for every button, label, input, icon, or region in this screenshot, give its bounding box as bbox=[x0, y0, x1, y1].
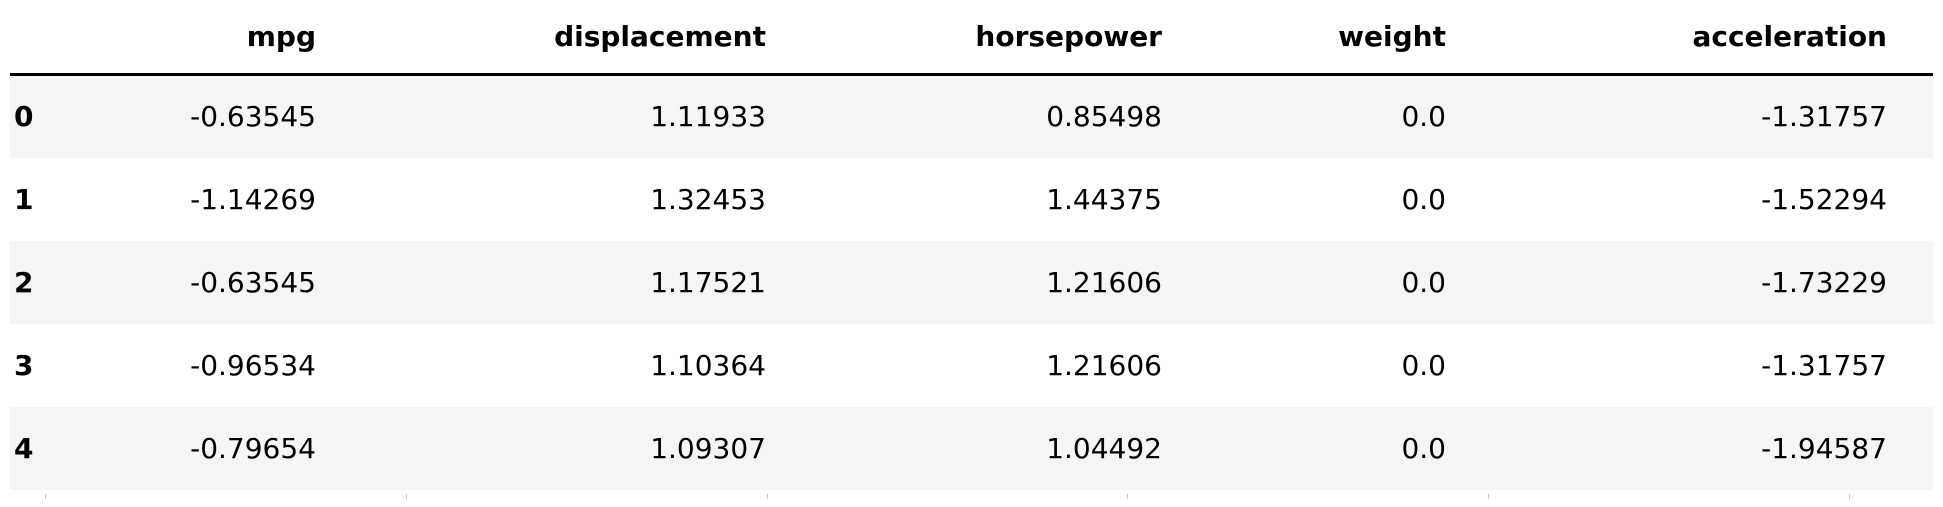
row-index: 1 bbox=[14, 182, 34, 216]
column-header-acceleration: acceleration bbox=[1492, 0, 1933, 76]
table-body: 0 -0.63545 1.11933 0.85498 0.0 -1.31757 … bbox=[10, 74, 1933, 490]
dataframe-container: mpg displacement horsepower weight accel… bbox=[10, 0, 1933, 490]
cell-weight: 0.0 bbox=[1401, 265, 1446, 299]
cell-displacement: 1.17521 bbox=[650, 265, 766, 299]
tick-mark bbox=[45, 494, 46, 499]
cell-horsepower: 1.44375 bbox=[1046, 182, 1162, 216]
bottom-tick-marks bbox=[0, 494, 1943, 507]
table-row: 2 -0.63545 1.17521 1.21606 0.0 -1.73229 bbox=[10, 240, 1933, 324]
cell-mpg: -1.14269 bbox=[190, 182, 316, 216]
column-header-horsepower: horsepower bbox=[812, 0, 1208, 76]
column-header-weight: weight bbox=[1208, 0, 1492, 76]
cell-mpg: -0.79654 bbox=[190, 431, 316, 465]
cell-acceleration: -1.31757 bbox=[1761, 100, 1887, 134]
tick-mark bbox=[406, 494, 407, 499]
cell-mpg: -0.63545 bbox=[190, 100, 316, 134]
table-row: 0 -0.63545 1.11933 0.85498 0.0 -1.31757 bbox=[10, 74, 1933, 158]
dataframe-table: mpg displacement horsepower weight accel… bbox=[10, 0, 1933, 490]
column-header-displacement: displacement bbox=[362, 0, 812, 76]
cell-mpg: -0.63545 bbox=[190, 265, 316, 299]
cell-horsepower: 0.85498 bbox=[1046, 100, 1162, 134]
table-row: 3 -0.96534 1.10364 1.21606 0.0 -1.31757 bbox=[10, 323, 1933, 407]
header-row: mpg displacement horsepower weight accel… bbox=[10, 0, 1933, 76]
index-header-corner bbox=[10, 0, 50, 76]
row-index: 0 bbox=[14, 100, 34, 134]
cell-displacement: 1.10364 bbox=[650, 348, 766, 382]
row-index: 4 bbox=[14, 431, 34, 465]
tick-mark bbox=[1849, 494, 1850, 499]
cell-acceleration: -1.31757 bbox=[1761, 348, 1887, 382]
cell-displacement: 1.32453 bbox=[650, 182, 766, 216]
table-row: 4 -0.79654 1.09307 1.04492 0.0 -1.94587 bbox=[10, 406, 1933, 490]
table-header: mpg displacement horsepower weight accel… bbox=[10, 0, 1933, 76]
cell-horsepower: 1.21606 bbox=[1046, 265, 1162, 299]
cell-displacement: 1.11933 bbox=[650, 100, 766, 134]
cell-acceleration: -1.52294 bbox=[1761, 182, 1887, 216]
cell-weight: 0.0 bbox=[1401, 100, 1446, 134]
cell-weight: 0.0 bbox=[1401, 182, 1446, 216]
tick-mark bbox=[1488, 494, 1489, 499]
column-header-mpg: mpg bbox=[50, 0, 362, 76]
cell-acceleration: -1.73229 bbox=[1761, 265, 1887, 299]
cell-weight: 0.0 bbox=[1401, 348, 1446, 382]
cell-weight: 0.0 bbox=[1401, 431, 1446, 465]
cell-acceleration: -1.94587 bbox=[1761, 431, 1887, 465]
tick-mark bbox=[767, 494, 768, 499]
cell-horsepower: 1.21606 bbox=[1046, 348, 1162, 382]
row-index: 2 bbox=[14, 265, 34, 299]
table-row: 1 -1.14269 1.32453 1.44375 0.0 -1.52294 bbox=[10, 157, 1933, 241]
row-index: 3 bbox=[14, 348, 34, 382]
cell-displacement: 1.09307 bbox=[650, 431, 766, 465]
cell-mpg: -0.96534 bbox=[190, 348, 316, 382]
tick-mark bbox=[1127, 494, 1128, 499]
cell-horsepower: 1.04492 bbox=[1046, 431, 1162, 465]
